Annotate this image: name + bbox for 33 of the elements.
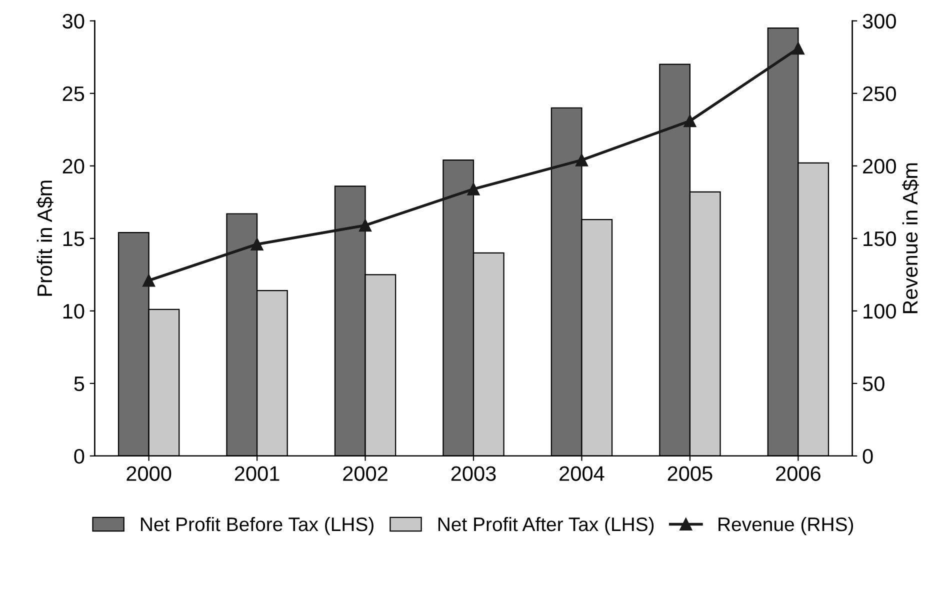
y-tick-label: 0	[74, 448, 84, 464]
y-axis-title: Profit in A$m	[36, 180, 54, 296]
y2-tick-label: 200	[863, 158, 896, 174]
point	[684, 114, 696, 128]
y2-tick-label: 50	[862, 376, 884, 392]
x-tick-label: 2001	[234, 466, 280, 481]
x-tick-label: 2006	[776, 466, 820, 481]
y2-tick-label: 300	[862, 14, 896, 29]
point	[575, 154, 588, 166]
y-tick-label: 20	[62, 158, 84, 174]
y-tick-label: 25	[62, 86, 84, 102]
point	[359, 219, 372, 232]
y2-tick-label: 100	[864, 304, 896, 319]
x-tick-label: 2002	[343, 466, 388, 481]
legend-label: Revenue (RHS)	[718, 516, 854, 536]
legend-label: Net Profit After Tax (LHS)	[438, 516, 654, 536]
y-tick-label: 5	[74, 376, 84, 392]
x-tick-label: 2004	[560, 466, 604, 481]
y-tick-label: 10	[63, 304, 84, 319]
y2-tick-label: 0	[862, 448, 873, 464]
y2-tick-label: 150	[864, 231, 896, 246]
y2-tick-label: 250	[863, 86, 896, 102]
y-tick-label: 15	[63, 232, 84, 246]
y2-axis-title: Revenue in A$m	[902, 163, 919, 314]
point	[792, 42, 804, 55]
legend-label: Net Profit Before Tax (LHS)	[141, 516, 374, 536]
point	[142, 274, 156, 287]
y-tick-label: 30	[62, 14, 84, 29]
x-tick-label: 2003	[451, 466, 496, 481]
point	[467, 182, 480, 196]
x-tick-label: 2000	[126, 466, 172, 481]
point	[250, 238, 264, 250]
x-tick-label: 2005	[668, 466, 712, 481]
